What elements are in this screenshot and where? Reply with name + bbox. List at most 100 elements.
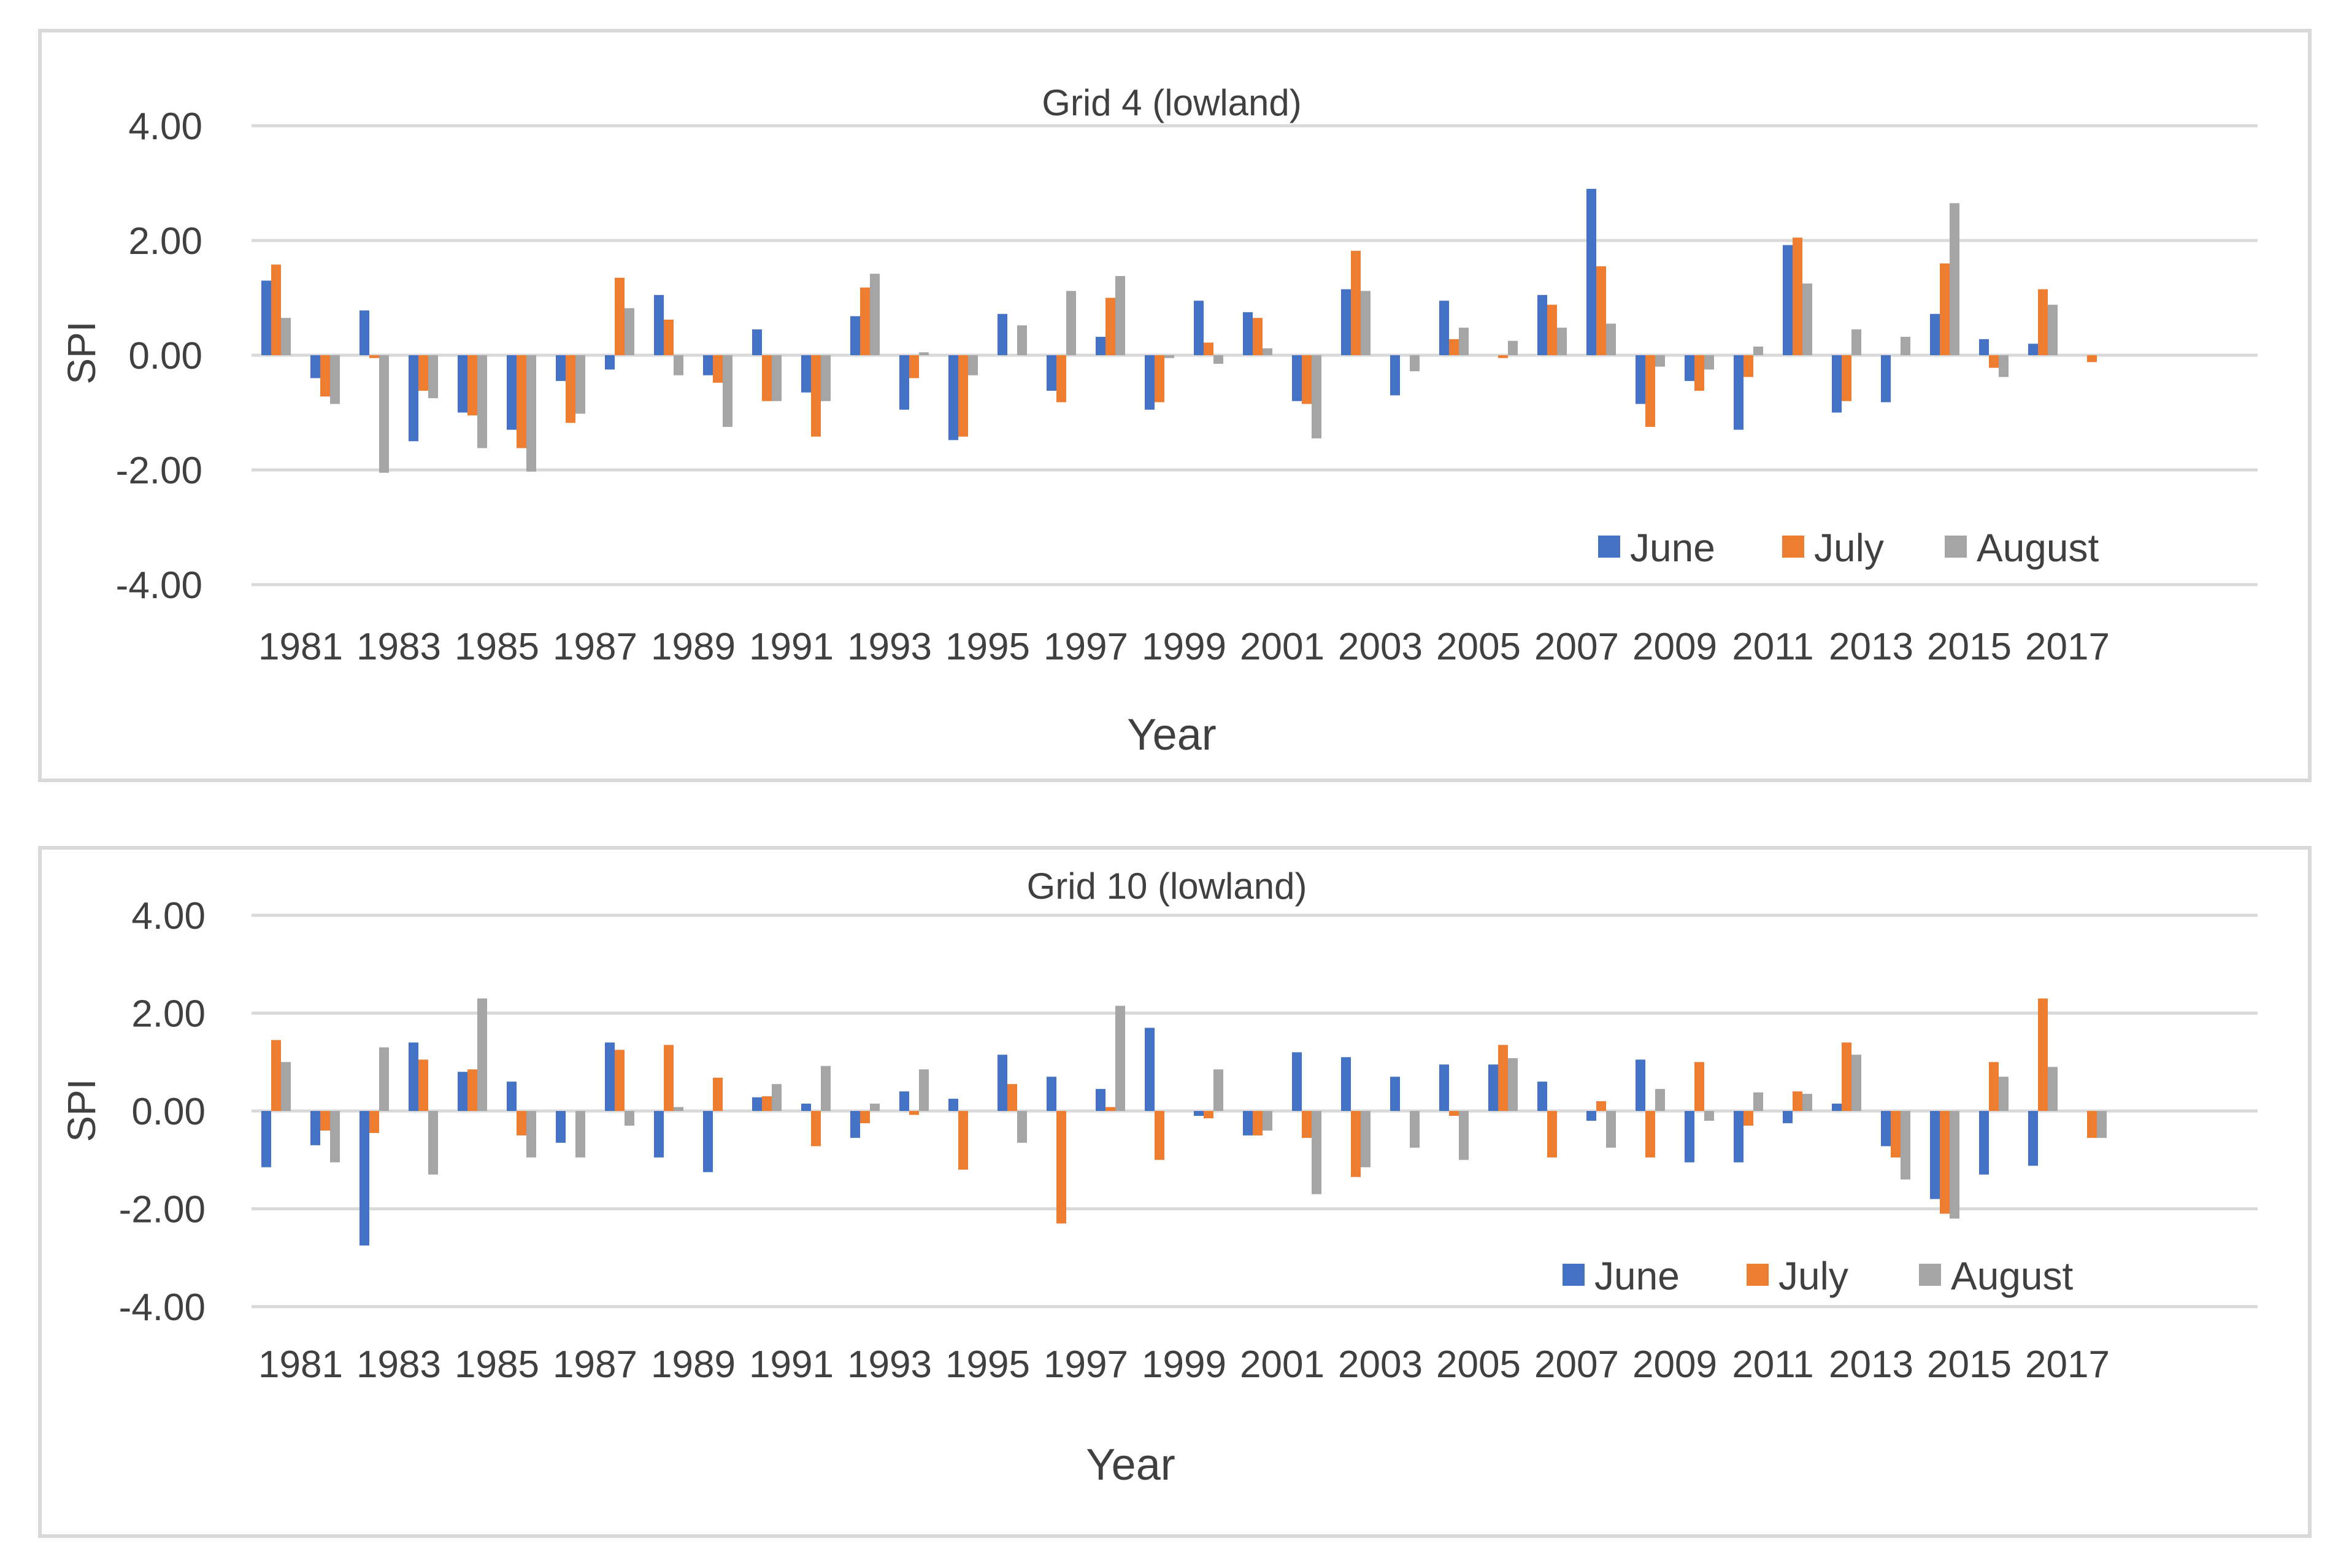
- y-tick-label: 4.00: [128, 106, 202, 148]
- chart-grid-10: 4.002.000.00-2.00-4.00 1981 1983 1985 1987 1…: [38, 846, 2312, 1538]
- x-tick-label: 2007: [1534, 626, 1619, 668]
- bar-august-1988: [625, 308, 634, 355]
- y-tick-label: 0.00: [128, 335, 202, 377]
- bars: [261, 188, 2107, 473]
- x-tick-label: 1995: [945, 1343, 1030, 1386]
- y-tick-label: -4.00: [119, 1286, 206, 1329]
- bar-june-2015: [1930, 1111, 1940, 1199]
- bar-june-1985: [458, 355, 467, 413]
- bar-august-1992: [821, 355, 831, 401]
- x-tick-label: 2001: [1240, 626, 1324, 668]
- bar-august-2014: [1901, 337, 1910, 355]
- x-tick-label: 1983: [356, 626, 441, 668]
- bar-june-2012: [1783, 1111, 1793, 1123]
- bar-july-1996: [1007, 1084, 1017, 1111]
- bar-august-1995: [968, 355, 978, 375]
- bar-june-1992: [801, 355, 811, 393]
- bar-august-1993: [870, 1104, 880, 1111]
- x-tick-label: 1981: [258, 626, 343, 668]
- bar-august-1992: [821, 1066, 831, 1111]
- bar-june-1986: [507, 1082, 517, 1111]
- bar-august-1983: [379, 355, 389, 473]
- chart-frame: [38, 846, 2312, 1538]
- bar-august-2010: [1704, 355, 1714, 370]
- x-tick-label: 1991: [749, 1343, 834, 1386]
- bar-july-2015: [1940, 263, 1950, 355]
- bar-july-2001: [1253, 1111, 1263, 1136]
- bar-june-2014: [1881, 355, 1891, 402]
- gridlines: [252, 913, 2258, 1309]
- bar-august-1985: [477, 355, 487, 448]
- bar-august-1991: [772, 1084, 782, 1111]
- x-axis-label: Year: [1086, 1440, 1175, 1489]
- x-tick-label: 1989: [651, 1343, 736, 1386]
- bar-july-1998: [1105, 1107, 1115, 1111]
- bar-august-2003: [1361, 1111, 1371, 1167]
- bar-june-2003: [1341, 1057, 1351, 1111]
- bar-july-2012: [1793, 237, 1802, 355]
- bar-july-2013: [1842, 1042, 1851, 1111]
- bar-july-1993: [860, 1111, 870, 1123]
- bar-june-2016: [1979, 339, 1989, 355]
- x-tick-label: 2017: [2025, 626, 2110, 668]
- bar-august-2009: [1655, 1089, 1665, 1111]
- bar-june-1987: [556, 1111, 566, 1143]
- bar-june-1984: [409, 1042, 418, 1111]
- bar-august-1990: [723, 355, 732, 427]
- x-tick-label: 1989: [651, 626, 736, 668]
- bar-july-2001: [1253, 318, 1263, 355]
- bar-august-1986: [526, 355, 536, 472]
- bar-july-2002: [1302, 1111, 1312, 1138]
- bar-august-1981: [281, 318, 291, 355]
- bar-june-2000: [1194, 301, 1204, 355]
- bar-june-2017: [2028, 1111, 2038, 1166]
- bar-august-2008: [1606, 323, 1616, 355]
- bar-july-1999: [1155, 1111, 1164, 1160]
- bar-august-2006: [1508, 340, 1518, 355]
- bar-august-2008: [1606, 1111, 1616, 1148]
- bar-june-1994: [899, 355, 909, 410]
- bar-june-2004: [1390, 355, 1400, 396]
- legend-swatch-july: [1747, 1264, 1769, 1286]
- x-tick-label: 1981: [258, 1343, 343, 1386]
- bar-july-2002: [1302, 355, 1312, 404]
- bar-august-2001: [1263, 1111, 1272, 1131]
- x-tick-label: 2005: [1436, 626, 1521, 668]
- bar-july-1992: [811, 355, 821, 437]
- legend: June July August: [1563, 1254, 2073, 1298]
- chart-title: Grid 4 (lowland): [1042, 82, 1302, 123]
- bar-august-2012: [1802, 283, 1812, 355]
- bar-june-2002: [1292, 1052, 1302, 1111]
- bar-june-2017: [2028, 344, 2038, 355]
- y-tick-label: -2.00: [116, 450, 202, 492]
- bar-june-1999: [1145, 355, 1155, 410]
- bar-june-2010: [1685, 355, 1694, 382]
- bar-june-2013: [1832, 1104, 1842, 1111]
- bar-july-2008: [1596, 266, 1606, 355]
- bar-august-1998: [1115, 275, 1125, 355]
- x-tick-label: 2005: [1436, 1343, 1521, 1386]
- bar-june-1991: [752, 329, 762, 355]
- x-tick-label: 2013: [1829, 1343, 1913, 1386]
- bar-june-1982: [310, 1111, 320, 1145]
- y-axis-label: SPI: [60, 321, 104, 384]
- bar-august-1994: [919, 352, 929, 355]
- bar-july-1991: [762, 1096, 772, 1111]
- legend-swatch-july: [1782, 536, 1804, 558]
- x-tick-label: 1987: [553, 626, 637, 668]
- bar-july-2007: [1547, 1111, 1557, 1158]
- bar-july-2010: [1694, 1062, 1704, 1111]
- bar-july-2013: [1842, 355, 1851, 401]
- bar-august-2016: [1999, 355, 2009, 377]
- bar-june-1998: [1096, 337, 1105, 355]
- bar-august-2002: [1312, 1111, 1321, 1194]
- bar-august-2017: [2048, 1067, 2058, 1111]
- x-tick-label: 2015: [1927, 1343, 2012, 1386]
- bar-july-1989: [664, 1045, 674, 1111]
- x-tick-labels: 1981 1983 1985 1987 1989 1991 1993 1995 1997 1999…: [258, 1343, 2110, 1386]
- bar-july-2017: [2038, 998, 2048, 1111]
- bar-july-1987: [566, 355, 575, 423]
- bar-july-2005: [1449, 339, 1459, 355]
- x-tick-label: 1993: [847, 626, 932, 668]
- bar-june-2007: [1537, 1082, 1547, 1111]
